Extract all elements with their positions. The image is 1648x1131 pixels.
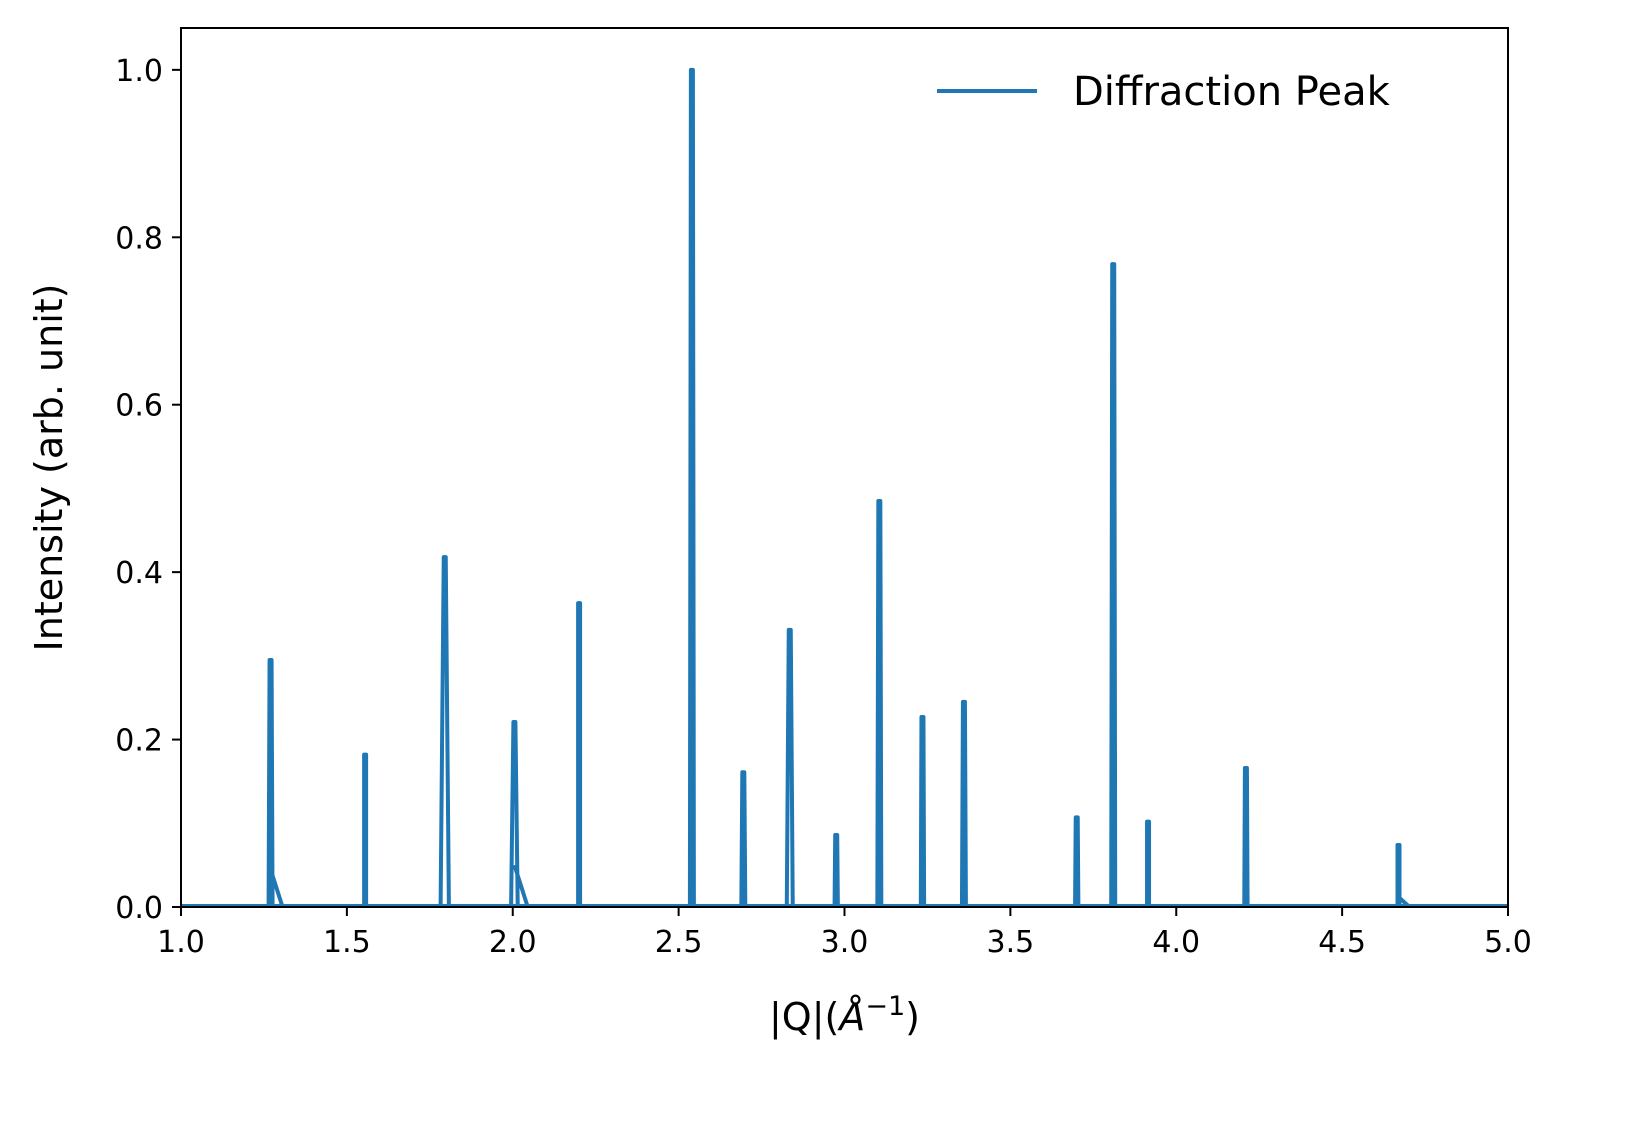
y-tick-label: 0.8	[115, 221, 163, 256]
x-tick-label: 4.0	[1152, 925, 1200, 960]
x-tick-label: 2.5	[655, 925, 703, 960]
diffraction-peak-0	[266, 658, 285, 907]
plot-frame	[180, 27, 1509, 908]
diffraction-peak-8	[832, 833, 840, 907]
x-axis-label-base: |Q|(	[769, 995, 839, 1040]
x-axis-label-exp: −1	[865, 991, 905, 1022]
diffraction-peak-15	[1242, 766, 1250, 907]
y-tick-label: 0.0	[115, 891, 163, 926]
diffraction-peak-3	[509, 719, 530, 907]
diffraction-peak-13	[1109, 262, 1118, 907]
diffraction-peak-4	[576, 601, 583, 907]
diffraction-peak-5	[687, 67, 696, 907]
diffraction-peak-12	[1073, 815, 1081, 907]
x-tick-label: 1.0	[157, 925, 205, 960]
legend: Diffraction Peak	[937, 69, 1391, 115]
diffraction-peak-11	[959, 699, 968, 907]
x-axis-label-close: )	[905, 995, 920, 1039]
x-axis: 1.0 1.5 2.0 2.5 3.0 3.5 4.0 4.5 5.0	[157, 907, 1532, 960]
x-tick-label: 3.5	[987, 925, 1035, 960]
x-tick-label: 3.0	[821, 925, 869, 960]
diffraction-peak-9	[875, 498, 884, 907]
diffraction-peak-2	[438, 555, 451, 907]
diffraction-peak-16	[1395, 843, 1411, 907]
diffraction-peak-10	[918, 714, 927, 907]
x-tick-label: 2.0	[489, 925, 537, 960]
diffraction-peak-7	[784, 627, 795, 907]
y-tick-label: 0.6	[115, 389, 163, 424]
y-tick-label: 0.4	[115, 556, 163, 591]
y-axis: 0.0 0.2 0.4 0.6 0.8 1.0	[115, 54, 181, 926]
y-tick-label: 0.2	[115, 724, 163, 759]
plot-area	[181, 67, 1508, 907]
y-axis-label: Intensity (arb. unit)	[27, 284, 71, 652]
x-axis-label: |Q|(Å−1)	[769, 991, 920, 1040]
diffraction-peak-14	[1145, 819, 1152, 907]
diffraction-peak-6	[739, 770, 748, 907]
diffraction-peak-1	[362, 752, 369, 907]
x-tick-label: 1.5	[323, 925, 371, 960]
x-axis-label-unit: Å	[836, 995, 865, 1039]
x-tick-label: 4.5	[1318, 925, 1366, 960]
y-tick-label: 1.0	[115, 54, 163, 89]
x-tick-label: 5.0	[1484, 925, 1532, 960]
legend-label-diffraction-peak: Diffraction Peak	[1073, 69, 1391, 115]
